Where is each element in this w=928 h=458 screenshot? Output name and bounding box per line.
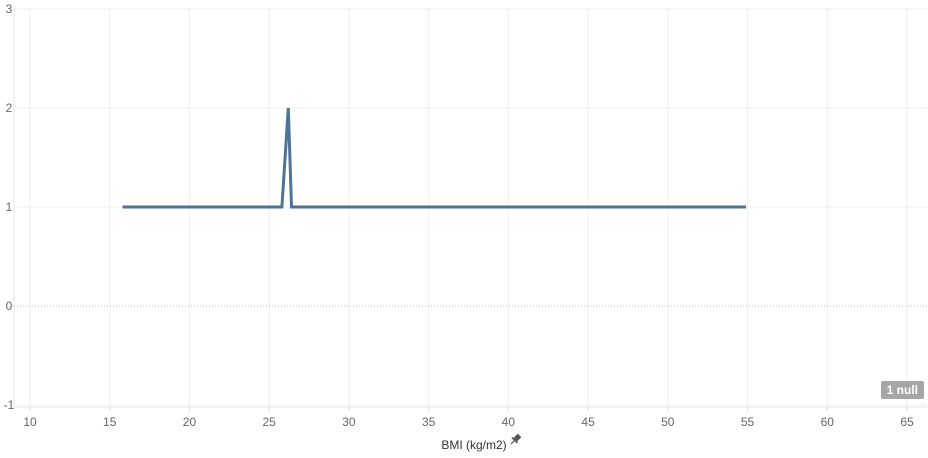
x-tick-label: 25 — [263, 415, 277, 429]
series-layer — [122, 107, 746, 209]
x-tick-label: 20 — [183, 415, 197, 429]
y-tick-label: 3 — [6, 2, 13, 16]
pin-icon[interactable] — [508, 433, 522, 447]
y-tick-label: 2 — [6, 101, 13, 115]
x-tick-label: 40 — [502, 415, 516, 429]
y-tick-label: 1 — [6, 200, 13, 214]
x-tick-label: 30 — [342, 415, 356, 429]
null-values-badge[interactable]: 1 null — [880, 381, 924, 399]
x-tick-label: 55 — [741, 415, 755, 429]
y-tick-label: 0 — [6, 299, 13, 313]
x-tick-label: 50 — [661, 415, 675, 429]
y-tick-label: -1 — [4, 398, 15, 412]
x-axis-ticks: 10 15 20 25 30 35 40 45 50 55 60 65 — [23, 407, 914, 429]
x-tick-label: 10 — [23, 415, 37, 429]
x-tick-label: 35 — [422, 415, 436, 429]
x-tick-label: 60 — [821, 415, 835, 429]
series-line — [122, 107, 746, 209]
x-tick-label: 65 — [900, 415, 914, 429]
x-tick-label: 15 — [103, 415, 117, 429]
x-tick-label: 45 — [581, 415, 595, 429]
x-axis-title[interactable]: BMI (kg/m2) — [441, 438, 506, 452]
y-axis-ticks: -1 0 1 2 3 — [4, 2, 15, 412]
x-axis-title-group[interactable]: BMI (kg/m2) — [441, 433, 522, 452]
